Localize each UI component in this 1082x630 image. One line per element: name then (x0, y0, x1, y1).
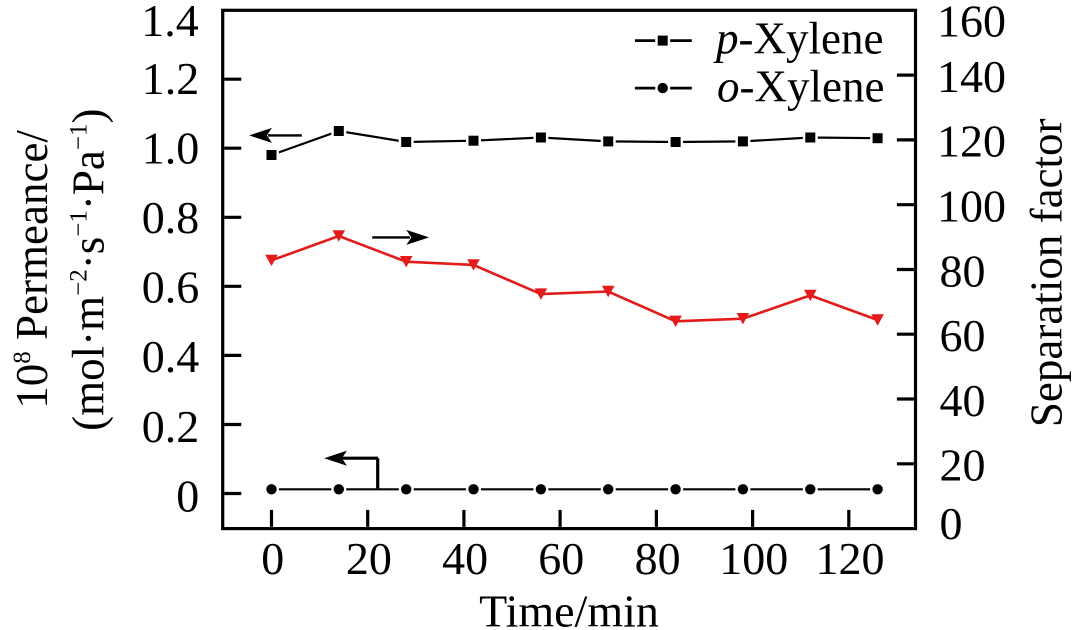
svg-text:120: 120 (816, 533, 885, 584)
svg-text:Time/min: Time/min (479, 586, 659, 630)
svg-text:140: 140 (937, 51, 1006, 102)
svg-text:120: 120 (937, 116, 1006, 167)
svg-text:0.2: 0.2 (142, 401, 200, 452)
svg-text:1.0: 1.0 (142, 122, 200, 173)
svg-text:1.4: 1.4 (141, 0, 199, 46)
svg-text:60: 60 (940, 310, 986, 361)
svg-text:108 Permeance/: 108 Permeance/ (7, 130, 57, 409)
svg-text:80: 80 (940, 245, 986, 296)
svg-text:20: 20 (940, 440, 986, 491)
svg-text:p-Xylene: p-Xylene (713, 13, 883, 63)
svg-text:(mol·m−2·s−1·Pa−1): (mol·m−2·s−1·Pa−1) (64, 109, 114, 431)
svg-text:60: 60 (538, 533, 584, 584)
svg-text:0: 0 (261, 533, 284, 584)
svg-text:0: 0 (940, 498, 963, 549)
svg-text:0.8: 0.8 (142, 192, 200, 243)
svg-text:0.6: 0.6 (142, 262, 200, 313)
svg-text:40: 40 (940, 375, 986, 426)
svg-text:1.2: 1.2 (142, 53, 200, 104)
svg-text:100: 100 (937, 181, 1006, 232)
svg-text:100: 100 (719, 533, 788, 584)
svg-text:20: 20 (346, 533, 392, 584)
svg-text:0.4: 0.4 (142, 331, 200, 382)
svg-text:0: 0 (176, 470, 199, 521)
svg-text:Separation factor: Separation factor (1022, 118, 1072, 427)
svg-text:o-Xylene: o-Xylene (717, 61, 884, 111)
svg-text:160: 160 (937, 0, 1006, 47)
svg-text:40: 40 (442, 533, 488, 584)
svg-text:80: 80 (635, 533, 681, 584)
